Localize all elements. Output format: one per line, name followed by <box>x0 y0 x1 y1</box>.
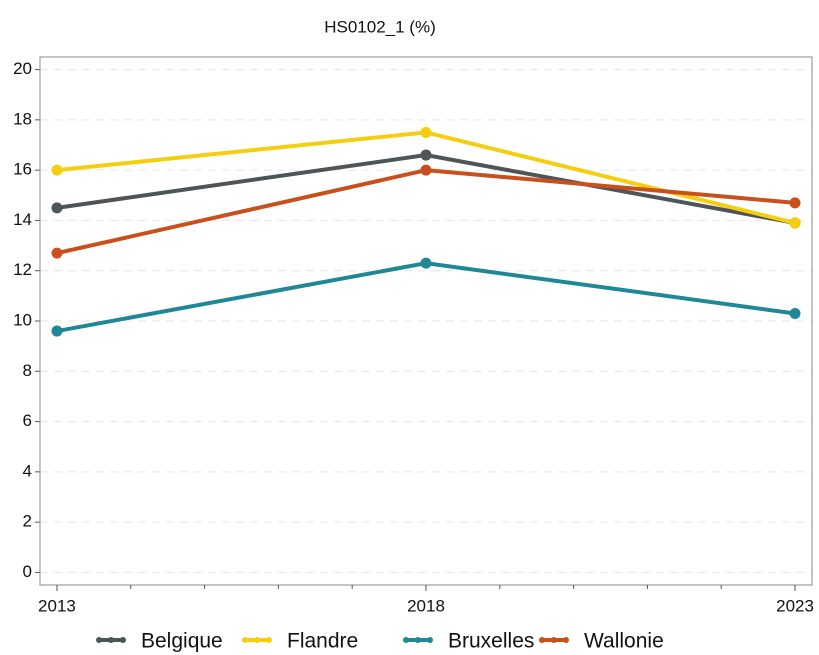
point <box>51 247 63 259</box>
y-tick-label: 2 <box>23 512 32 531</box>
legend-dot <box>539 637 545 643</box>
point <box>789 197 801 209</box>
point <box>789 307 801 319</box>
y-tick-label: 0 <box>23 562 32 581</box>
point <box>420 257 432 269</box>
legend-label: Bruxelles <box>448 630 534 653</box>
legend-dot <box>415 637 421 643</box>
x-tick-label: 2013 <box>38 596 76 615</box>
point <box>51 325 63 337</box>
x-tick-label: 2023 <box>776 596 814 615</box>
legend-label: Flandre <box>287 630 358 653</box>
point <box>51 202 63 214</box>
series-line <box>56 168 796 256</box>
point <box>51 164 63 176</box>
y-tick-label: 20 <box>13 59 32 78</box>
legend-dot <box>563 637 569 643</box>
series-line <box>56 130 796 225</box>
y-tick-label: 14 <box>13 210 32 229</box>
legend-dot <box>403 637 409 643</box>
y-tick-label: 18 <box>13 109 32 128</box>
legend-dot <box>242 637 248 643</box>
legend-label: Wallonie <box>584 630 664 653</box>
legend-dot <box>120 637 126 643</box>
point <box>420 126 432 138</box>
legend-dot <box>551 637 557 643</box>
y-tick-label: 4 <box>23 461 32 480</box>
chart-title: HS0102_1 (%) <box>324 17 436 36</box>
legend-dot <box>266 637 272 643</box>
y-tick-label: 8 <box>23 361 32 380</box>
legend-dot <box>96 637 102 643</box>
y-tick-label: 10 <box>13 310 32 329</box>
legend-dot <box>254 637 260 643</box>
point <box>420 164 432 176</box>
point <box>420 149 432 161</box>
y-tick-label: 16 <box>13 160 32 179</box>
y-tick-label: 12 <box>13 260 32 279</box>
legend-dot <box>108 637 114 643</box>
y-tick-label: 6 <box>23 411 32 430</box>
point <box>789 217 801 229</box>
legend-label: Belgique <box>141 630 223 653</box>
legend-dot <box>427 637 433 643</box>
x-tick-label: 2018 <box>407 596 445 615</box>
